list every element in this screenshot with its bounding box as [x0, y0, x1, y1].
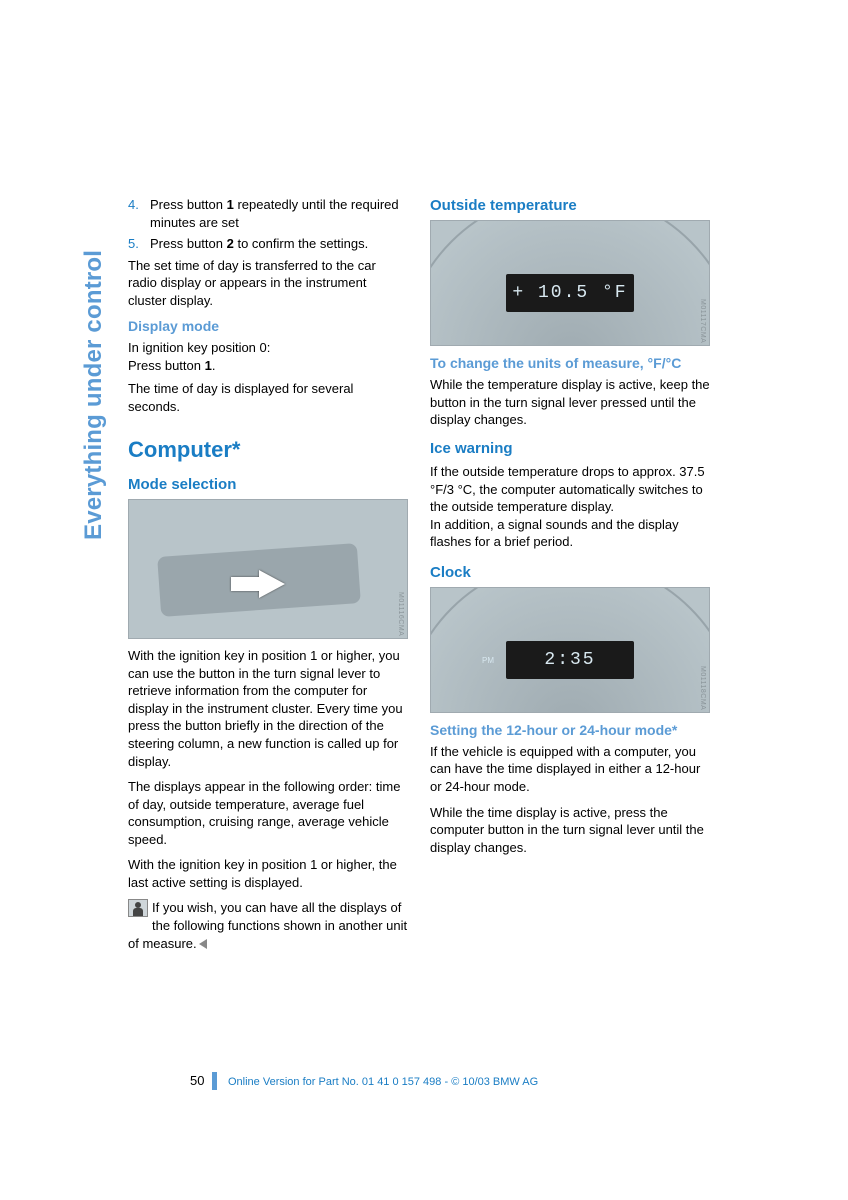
body-text: If the outside temperature drops to appr… [430, 463, 710, 516]
image-watermark: M01118CMA [698, 666, 707, 710]
heading-outside-temperature: Outside temperature [430, 196, 710, 216]
body-text: While the time display is active, press … [430, 804, 710, 857]
display-readout: + 10.5 °F [506, 274, 634, 312]
list-number: 4. [128, 196, 150, 231]
body-text: The set time of day is transferred to th… [128, 257, 408, 310]
body-text: Press button 1. [128, 357, 408, 375]
display-readout: 2:35 [506, 641, 634, 679]
heading-change-units: To change the units of measure, °F/°C [430, 354, 710, 373]
end-marker-icon [199, 939, 207, 949]
display-ampm: PM [482, 656, 494, 667]
dealer-icon [128, 899, 148, 917]
footer-copyright: Online Version for Part No. 01 41 0 157 … [228, 1075, 538, 1090]
body-text: With the ignition key in position 1 or h… [128, 647, 408, 770]
body-text: In addition, a signal sounds and the dis… [430, 516, 710, 551]
page-content: 4. Press button 1 repeatedly until the r… [128, 196, 710, 960]
heading-display-mode: Display mode [128, 317, 408, 336]
note-body: If you wish, you can have all the displa… [128, 900, 407, 950]
body-text: The displays appear in the following ord… [128, 778, 408, 848]
heading-computer: Computer* [128, 435, 408, 465]
left-column: 4. Press button 1 repeatedly until the r… [128, 196, 408, 960]
heading-mode-selection: Mode selection [128, 475, 408, 495]
list-number: 5. [128, 235, 150, 253]
body-text: In ignition key position 0: [128, 339, 408, 357]
figure-clock-display: 2:35 PM M01118CMA [430, 587, 710, 713]
body-text: The time of day is displayed for several… [128, 380, 408, 415]
arrow-icon [259, 570, 285, 598]
heading-clock: Clock [430, 563, 710, 583]
list-item: 5. Press button 2 to confirm the setting… [128, 235, 408, 253]
heading-ice-warning: Ice warning [430, 439, 710, 459]
heading-setting-clock-mode: Setting the 12-hour or 24-hour mode* [430, 721, 710, 740]
body-text: With the ignition key in position 1 or h… [128, 856, 408, 891]
list-text: Press button 1 repeatedly until the requ… [150, 196, 408, 231]
body-text: If the vehicle is equipped with a comput… [430, 743, 710, 796]
image-watermark: M01116CMA [396, 592, 405, 636]
figure-turn-signal-lever: M01116CMA [128, 499, 408, 639]
figure-outside-temp-display: + 10.5 °F M01117CMA [430, 220, 710, 346]
list-item: 4. Press button 1 repeatedly until the r… [128, 196, 408, 231]
right-column: Outside temperature + 10.5 °F M01117CMA … [430, 196, 710, 960]
image-watermark: M01117CMA [698, 299, 707, 343]
list-text: Press button 2 to confirm the settings. [150, 235, 368, 253]
note-text: If you wish, you can have all the displa… [128, 899, 408, 952]
section-tab-title: Everything under control [78, 250, 110, 540]
page-number: 50 [190, 1072, 204, 1090]
page-number-accent [212, 1072, 217, 1090]
body-text: While the temperature display is active,… [430, 376, 710, 429]
